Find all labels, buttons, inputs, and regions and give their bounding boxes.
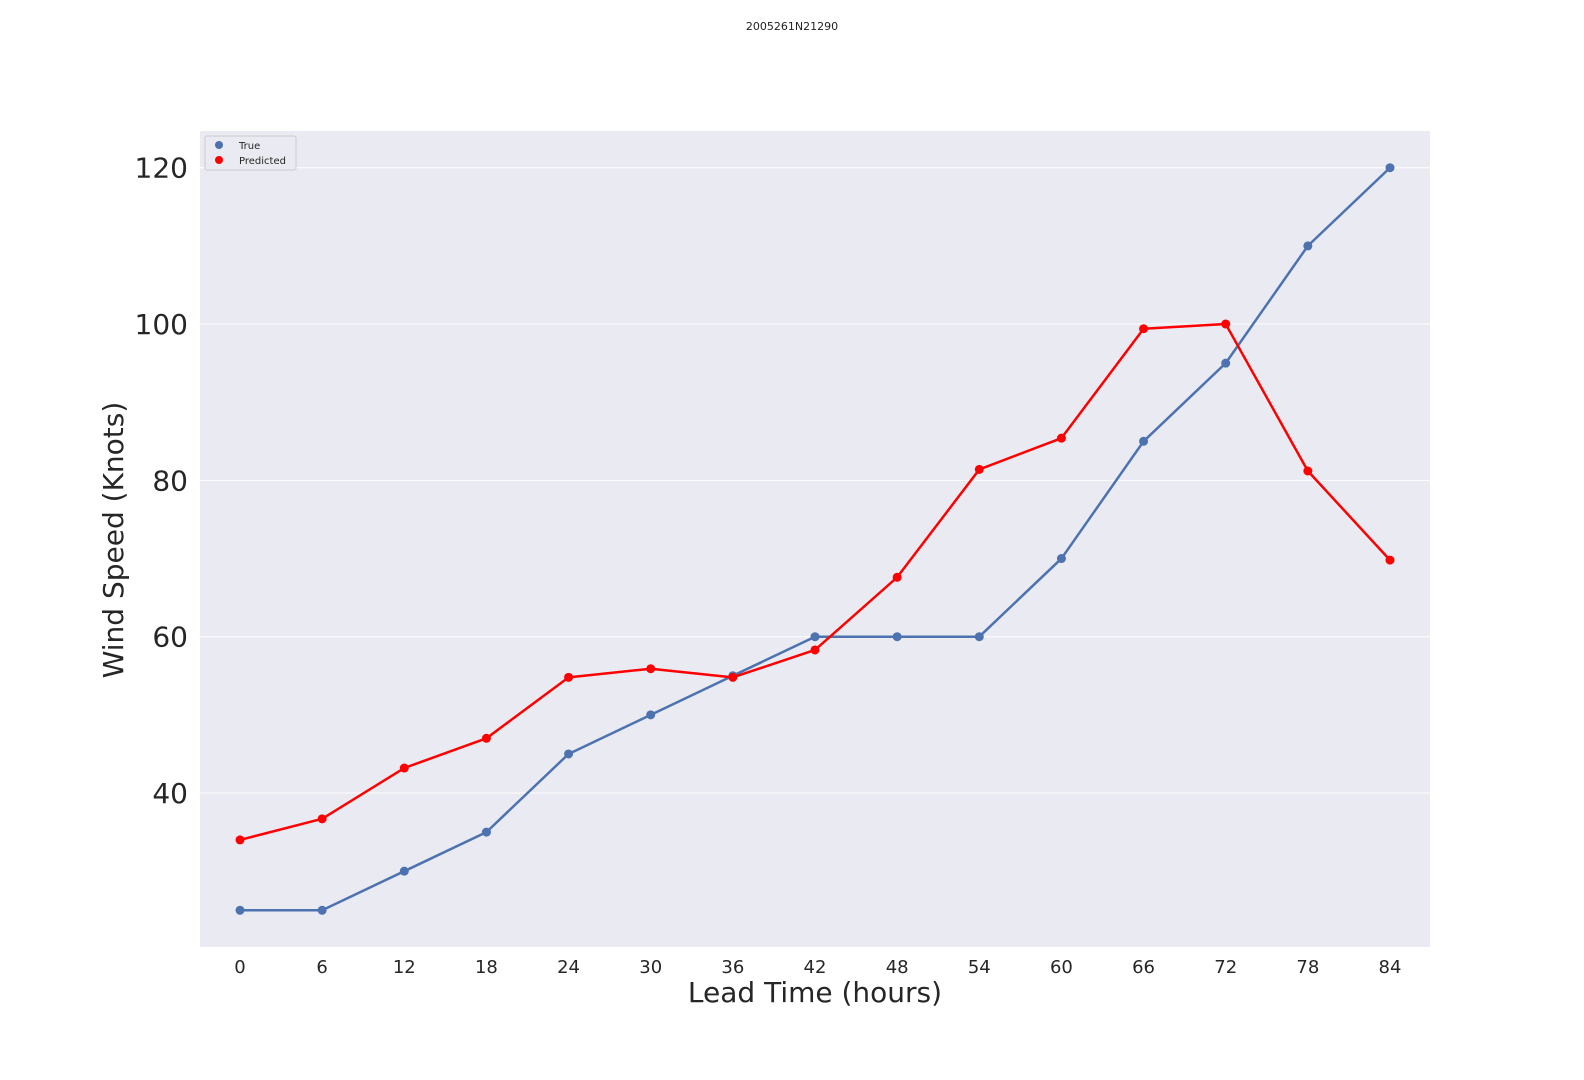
data-point-predicted	[235, 835, 245, 845]
x-tick-label: 54	[968, 957, 991, 978]
x-tick-label: 42	[804, 957, 827, 978]
data-point-predicted	[399, 763, 409, 773]
data-point-predicted	[1221, 319, 1231, 329]
y-axis-label: Wind Speed (Knots)	[97, 402, 130, 679]
data-point-predicted	[1139, 324, 1149, 334]
x-tick-label: 6	[316, 957, 327, 978]
data-point-true	[1303, 241, 1313, 251]
data-point-predicted	[974, 464, 984, 474]
y-tick-label: 40	[152, 777, 188, 810]
legend-box	[204, 135, 297, 171]
data-point-true	[892, 632, 902, 642]
data-point-true	[1056, 554, 1066, 564]
legend-label-true: True	[238, 141, 260, 152]
series-predicted	[235, 319, 1395, 845]
data-point-predicted	[1385, 555, 1395, 565]
data-point-predicted	[564, 672, 574, 682]
data-point-predicted	[481, 733, 491, 743]
legend-label-predicted: Predicted	[239, 156, 286, 167]
y-axis-ticks: 40 60 80 100 120	[135, 152, 188, 810]
data-point-true	[235, 905, 245, 915]
x-tick-label: 78	[1296, 957, 1319, 978]
plot-area	[200, 131, 1430, 947]
x-tick-label: 18	[475, 957, 498, 978]
data-point-true	[974, 632, 984, 642]
legend-marker-true	[215, 141, 223, 149]
x-tick-label: 48	[886, 957, 909, 978]
data-point-true	[399, 866, 409, 876]
data-point-true	[810, 632, 820, 642]
data-point-true	[646, 710, 656, 720]
legend-marker-predicted	[215, 156, 223, 164]
data-point-true	[1385, 163, 1395, 173]
data-point-predicted	[810, 645, 820, 655]
y-tick-label: 100	[135, 308, 188, 341]
x-tick-label: 12	[393, 957, 416, 978]
x-tick-label: 72	[1214, 957, 1237, 978]
x-tick-label: 36	[721, 957, 744, 978]
data-point-predicted	[1303, 466, 1313, 476]
x-axis-ticks: 0 6 12 18 24 30 36 42 48 54 60 66 72 78 84	[234, 957, 1401, 978]
x-tick-label: 30	[639, 957, 662, 978]
data-point-true	[481, 827, 491, 837]
series-true	[235, 163, 1395, 915]
legend: True Predicted	[204, 135, 297, 171]
x-tick-label: 24	[557, 957, 580, 978]
chart-title: 2005261N21290	[745, 20, 839, 33]
y-tick-label: 120	[135, 152, 188, 185]
series-layer	[235, 163, 1395, 915]
y-tick-label: 60	[152, 621, 188, 654]
data-point-predicted	[646, 664, 656, 674]
data-point-true	[317, 905, 327, 915]
data-point-predicted	[1056, 433, 1066, 443]
data-point-predicted	[317, 814, 327, 824]
x-tick-label: 84	[1379, 957, 1402, 978]
data-point-predicted	[892, 572, 902, 582]
data-point-true	[1221, 358, 1231, 368]
x-tick-label: 0	[234, 957, 245, 978]
x-tick-label: 60	[1050, 957, 1073, 978]
x-tick-label: 66	[1132, 957, 1155, 978]
y-tick-label: 80	[152, 464, 188, 497]
data-point-true	[564, 749, 574, 759]
data-point-predicted	[728, 672, 738, 682]
x-axis-label: Lead Time (hours)	[688, 976, 942, 1009]
data-point-true	[1139, 436, 1149, 446]
